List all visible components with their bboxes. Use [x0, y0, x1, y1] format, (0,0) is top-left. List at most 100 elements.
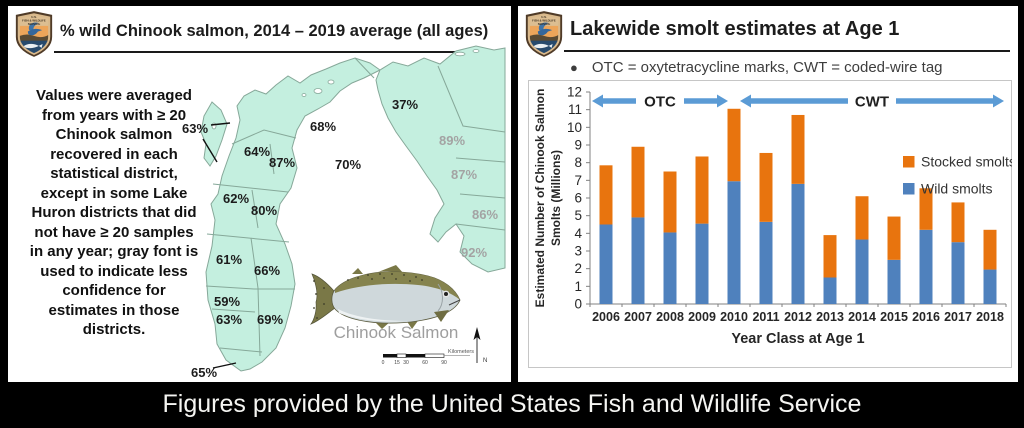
left-slide: % wild Chinook salmon, 2014 – 2019 avera… [8, 6, 511, 382]
scalebar-tick: 15 [394, 360, 400, 366]
wild-smolts-bar [919, 229, 933, 304]
lake-huron-water [375, 45, 506, 273]
y-tick-label: 4 [574, 226, 582, 241]
y-axis-title-line2: Smolts (Millions) [549, 150, 563, 246]
y-tick-label: 12 [567, 85, 582, 100]
wild-smolts-bar [631, 217, 645, 304]
district-percent-label: 63% [182, 121, 208, 136]
stocked-smolts-bar [855, 196, 869, 240]
district-percent-label: 89% [439, 133, 465, 148]
lake-michigan-map: 63%37%68%64%87% 70%89%87%62%80% 86%92%61%6… [182, 45, 506, 380]
y-tick-label: 1 [574, 279, 582, 294]
fish-caption: Chinook Salmon [334, 323, 459, 342]
green-bay-water [200, 101, 228, 167]
y-tick-label: 3 [574, 244, 582, 259]
district-percent-label: 64% [244, 144, 270, 159]
district-percent-label: 80% [251, 203, 277, 218]
wild-smolts-bar [823, 277, 837, 304]
x-tick-label: 2013 [816, 310, 844, 324]
y-tick-label: 8 [574, 155, 582, 170]
district-percent-label: 92% [461, 245, 487, 260]
x-tick-label: 2010 [720, 310, 748, 324]
district-percent-label: 61% [216, 252, 242, 267]
wild-smolts-bar [983, 269, 997, 304]
x-tick-label: 2017 [944, 310, 972, 324]
right-slide: Lakewide smolt estimates at Age 1 ● OTC =… [518, 6, 1018, 382]
y-tick-label: 6 [574, 191, 582, 206]
legend-label: Wild smolts [921, 181, 993, 197]
y-tick-label: 11 [568, 102, 582, 117]
stocked-smolts-bar [887, 216, 901, 260]
north-label: N [483, 358, 487, 364]
wild-smolts-bar [951, 242, 965, 304]
x-tick-label: 2009 [688, 310, 716, 324]
map-scalebar: 0 15 30 60 90 Kilometers [382, 349, 475, 366]
legend-label: Stocked smolts [921, 154, 1012, 170]
wild-smolts-bar [887, 259, 901, 304]
x-tick-label: 2008 [656, 310, 684, 324]
y-tick-label: 9 [574, 138, 582, 153]
stocked-smolts-bar [727, 108, 741, 182]
stocked-smolts-bar [631, 146, 645, 218]
stocked-smolts-bar [919, 188, 933, 230]
x-tick-label: 2014 [848, 310, 876, 324]
district-percent-label: 87% [269, 155, 295, 170]
figure-caption: Figures provided by the United States Fi… [162, 390, 862, 418]
district-percent-label: 66% [254, 263, 280, 278]
x-tick-label: 2006 [592, 310, 620, 324]
legend-swatch [903, 183, 915, 195]
scalebar-tick: 0 [382, 360, 385, 366]
marking-period-label: CWT [855, 94, 889, 111]
legend-swatch [903, 156, 915, 168]
scalebar-unit: Kilometers [448, 349, 474, 355]
district-percent-label: 62% [223, 191, 249, 206]
bullet-icon: ● [570, 60, 578, 75]
y-tick-label: 7 [574, 173, 582, 188]
district-percent-label: 86% [472, 207, 498, 222]
wild-smolts-bar [759, 221, 773, 304]
bullet-text: OTC = oxytetracycline marks, CWT = coded… [591, 59, 943, 76]
stocked-smolts-bar [823, 235, 837, 278]
y-tick-label: 0 [574, 297, 582, 312]
x-tick-label: 2015 [880, 310, 908, 324]
right-slide-title: Lakewide smolt estimates at Age 1 [570, 18, 900, 40]
bullet-row: ● OTC = oxytetracycline marks, CWT = code… [570, 59, 943, 76]
y-tick-label: 10 [567, 120, 582, 135]
district-percent-label: 69% [257, 312, 283, 327]
x-tick-label: 2011 [752, 310, 779, 324]
marking-period-label: OTC [644, 94, 676, 111]
left-title-underline [54, 51, 458, 53]
stocked-smolts-bar [983, 229, 997, 270]
district-percent-label: 37% [392, 97, 418, 112]
stocked-smolts-bar [759, 152, 773, 222]
wild-smolts-bar [663, 232, 677, 304]
scalebar-tick: 30 [403, 360, 409, 366]
wild-smolts-bar [599, 224, 613, 304]
district-percent-label: 87% [451, 167, 477, 182]
stocked-smolts-bar [599, 165, 613, 225]
scalebar-tick: 90 [441, 360, 447, 366]
stocked-smolts-bar [791, 114, 805, 184]
scalebar-tick: 60 [422, 360, 428, 366]
stocked-smolts-bar [663, 171, 677, 233]
usfws-logo [523, 10, 565, 58]
district-percent-label: 65% [191, 365, 217, 380]
label-leader-lines [202, 122, 237, 369]
wild-smolts-bar [727, 181, 741, 304]
x-axis-title: Year Class at Age 1 [731, 331, 864, 347]
stocked-smolts-bar [951, 202, 965, 243]
north-arrow: N [473, 327, 487, 364]
x-tick-label: 2012 [784, 310, 812, 324]
map-note-text: Values were averaged from years with ≥ 2… [29, 87, 199, 338]
wild-smolts-bar [791, 183, 805, 304]
x-tick-label: 2016 [912, 310, 940, 324]
wild-smolts-bar [695, 223, 709, 304]
right-title-underline [564, 50, 1010, 52]
stocked-smolts-bar [695, 156, 709, 224]
left-slide-title: % wild Chinook salmon, 2014 – 2019 avera… [60, 22, 489, 40]
district-percent-label: 70% [335, 157, 361, 172]
y-tick-label: 2 [574, 261, 582, 276]
district-percent-label: 63% [216, 312, 242, 327]
district-percent-label: 68% [310, 119, 336, 134]
